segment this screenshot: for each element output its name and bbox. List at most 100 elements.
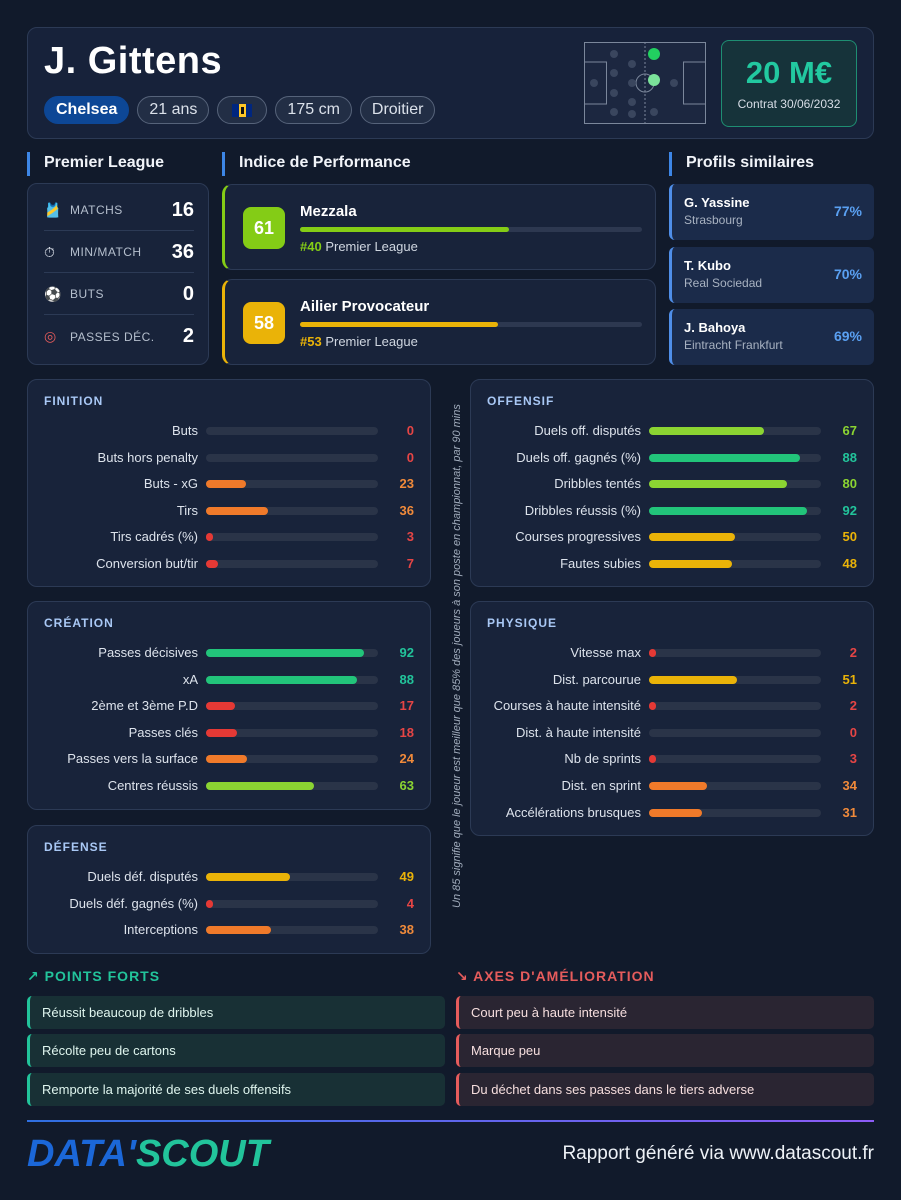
stat-row: Conversion but/tir 7 [28,554,430,574]
stat-value: 80 [842,476,857,492]
stat-value: 31 [842,804,857,820]
stat-label: Dist. parcourue [552,671,641,687]
stat-row: Courses à haute intensité 2 [471,696,873,716]
stat-bar [649,808,821,817]
similar-player-card[interactable]: J. Bahoya Eintracht Frankfurt 69% [669,309,874,365]
percentile-note: Un 85 signifie que le joueur est meilleu… [451,404,463,908]
performance-role: Mezzala [300,203,357,220]
player-header: J. Gittens Chelsea 21 ans 175 cm Droitie… [27,27,874,139]
footer-link-text[interactable]: Rapport généré via www.datascout.fr [562,1143,874,1164]
stat-bar-fill [206,899,213,908]
shirt-icon: 🎽 [44,201,62,218]
stat-bar-fill [206,755,248,764]
stat-bar-fill [649,560,732,568]
stat-bar [649,782,821,790]
similar-player-club: Real Sociedad [684,276,763,290]
similar-player-pct: 70% [833,266,862,282]
stat-bar-fill [649,649,656,657]
stat-bar [206,506,378,515]
stat-bar-fill [649,480,787,489]
similar-player-card[interactable]: T. Kubo Real Sociedad 70% [669,247,874,303]
stat-label: Duels off. disputés [534,423,641,438]
contract-date: Contrat 30/06/2032 [737,97,841,111]
stat-bar [206,427,378,435]
height-chip: 175 cm [275,96,352,124]
stat-row: Buts - xG 23 [28,474,430,494]
stat-bar-fill [206,480,246,489]
league-stat-row: 🎽 MATCHS 16 [44,190,194,231]
stat-label: Duels déf. disputés [87,869,198,884]
stat-row: Fautes subies 48 [471,554,873,574]
improvement-item: Marque peu [456,1034,874,1067]
stat-value: 63 [399,778,414,793]
improvement-item: Court peu à haute intensité [456,996,874,1029]
stat-row: Passes vers la surface 24 [28,749,430,769]
stat-value: 0 [406,423,414,438]
stat-label: Buts hors penalty [97,449,198,465]
league-stat-label: MATCHS [70,203,123,217]
stat-bar [206,873,378,881]
performance-bar [300,227,642,232]
stat-label: Dist. à haute intensité [515,724,641,740]
league-stat-value: 36 [171,240,194,263]
strengths-title: ↗ POINTS FORTS [27,968,161,984]
stat-label: Dist. en sprint [561,778,641,793]
stat-label: Passes décisives [98,645,198,660]
league-stat-label: PASSES DÉC. [70,329,155,344]
performance-rank: #40 Premier League [300,239,418,254]
stat-row: Dist. à haute intensité 0 [471,723,873,743]
stat-bar-fill [649,808,703,817]
finition-panel: FINITION Buts 0 Buts hors penalty 0 Buts - x… [27,379,431,587]
stat-row: Centres réussis 63 [28,776,430,796]
strength-item: Récolte peu de cartons [27,1034,445,1067]
physique-panel: PHYSIQUE Vitesse max 2 Dist. parcourue 51 Co… [470,601,874,836]
stat-label: Courses progressives [515,529,641,545]
stat-value: 2 [849,698,857,714]
panel-title: OFFENSIF [487,394,555,408]
target-icon: ◎ [44,328,57,344]
stat-bar [649,728,821,737]
stat-value: 92 [842,502,857,518]
creation-panel: CRÉATION Passes décisives 92 xA 88 2ème et 3… [27,601,431,810]
performance-bar [300,322,642,327]
stat-value: 0 [849,724,857,740]
stat-row: 2ème et 3ème P.D 17 [28,696,430,716]
panel-title: PHYSIQUE [487,616,558,630]
performance-score: 61 [243,207,285,249]
stat-value: 7 [406,556,414,571]
stat-bar [206,782,378,790]
club-chip: Chelsea [44,96,130,124]
stat-value: 18 [399,724,414,740]
stat-bar-fill [206,873,291,881]
trend-down-icon: ↘ [456,968,469,984]
stat-label: Passes clés [128,724,198,740]
improvement-item: Du déchet dans ses passes dans le tiers … [456,1073,874,1106]
stat-value: 3 [849,751,857,767]
stat-bar [206,702,378,711]
stat-bar [206,560,378,568]
stat-bar [649,702,821,711]
stat-row: Buts 0 [28,421,430,441]
performance-rank: #53 Premier League [300,334,418,349]
strength-item: Réussit beaucoup de dribbles [27,996,445,1029]
stat-bar [649,506,821,515]
performance-bar-fill [300,227,509,232]
league-stat-label: BUTS [70,287,105,301]
similar-player-club: Strasbourg [684,213,743,227]
stat-label: Conversion but/tir [96,556,198,571]
performance-title: Indice de Performance [222,152,411,176]
nationality-flag-icon [217,96,268,124]
performance-role: Ailier Provocateur [300,298,430,315]
stat-value: 17 [399,698,414,714]
stat-bar [649,560,821,568]
stat-label: 2ème et 3ème P.D [91,698,198,714]
league-stat-row: ◎ PASSES DÉC. 2 [44,316,194,357]
stat-label: Nb de sprints [564,751,641,767]
panel-title: CRÉATION [44,616,114,630]
stat-bar-fill [649,506,808,515]
strength-item: Remporte la majorité de ses duels offens… [27,1073,445,1106]
stat-row: Duels off. disputés 67 [471,421,873,441]
similar-player-card[interactable]: G. Yassine Strasbourg 77% [669,184,874,240]
similar-player-pct: 69% [833,328,862,344]
league-stat-row: ⚽ BUTS 0 [44,274,194,315]
